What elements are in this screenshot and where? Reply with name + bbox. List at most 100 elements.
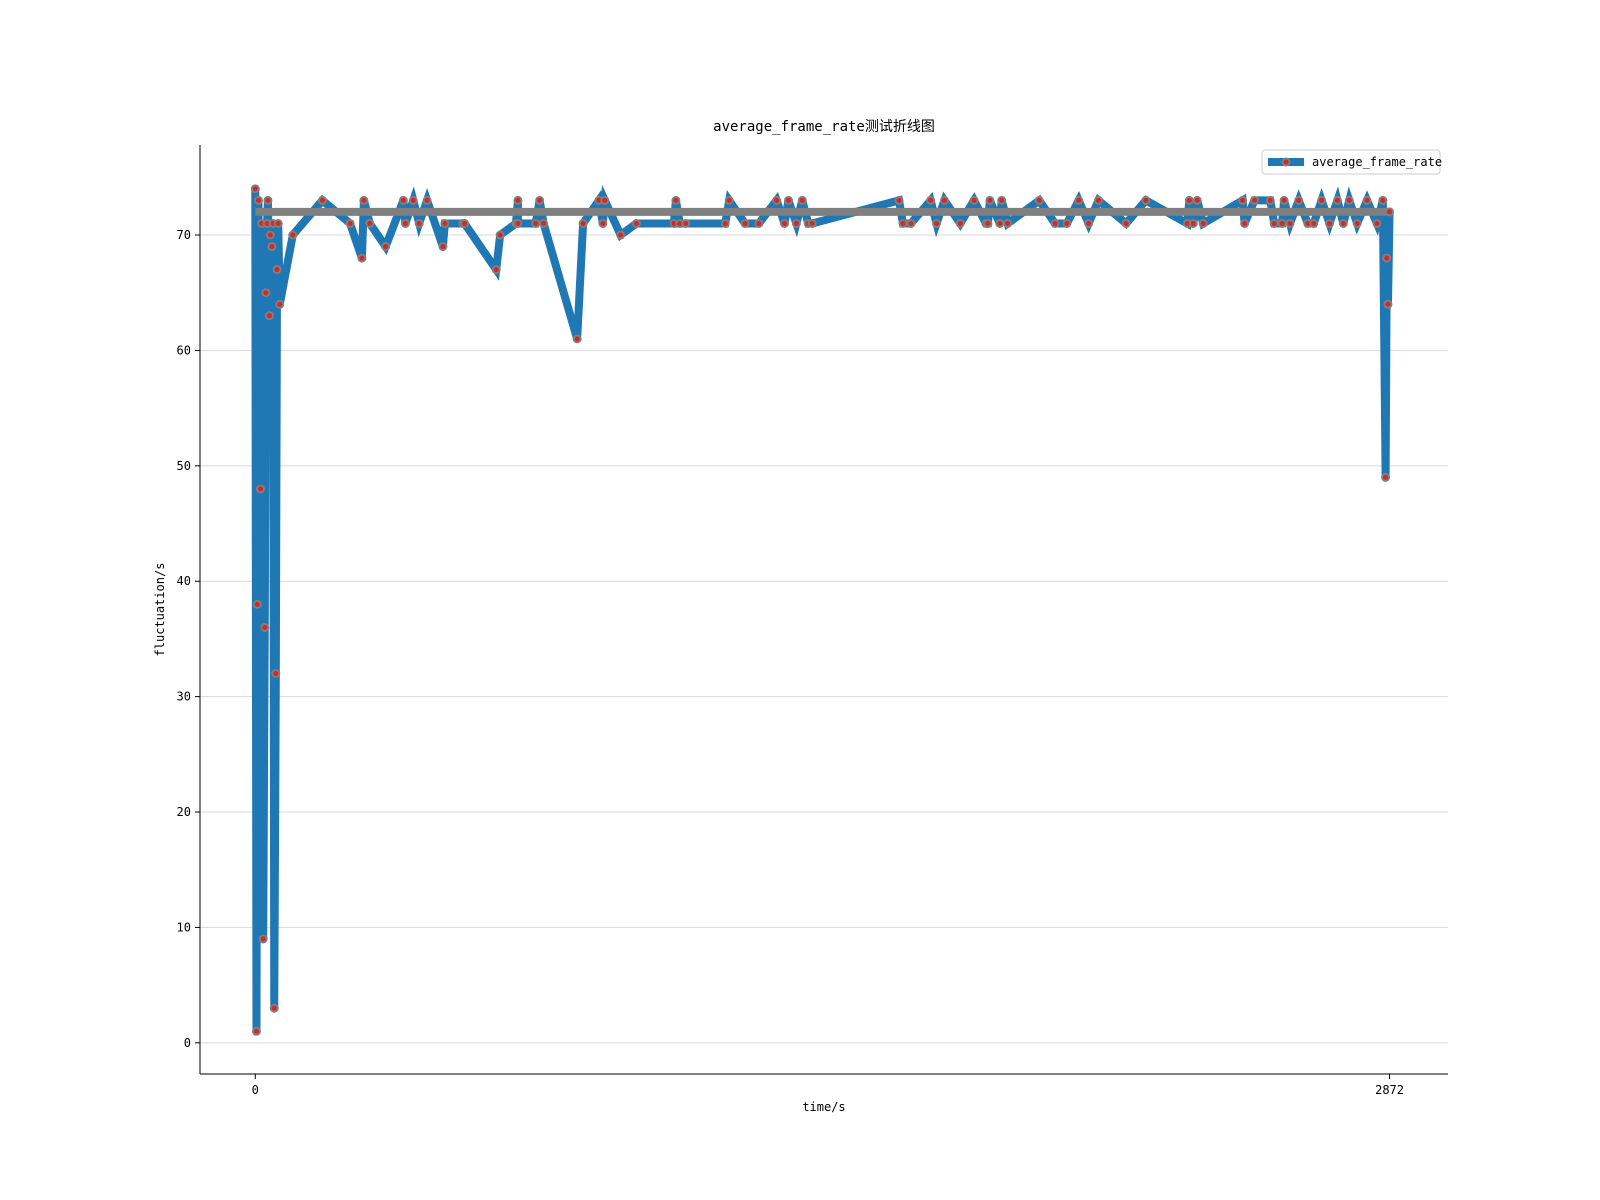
data-point <box>1093 195 1103 205</box>
data-point <box>422 195 432 205</box>
data-point <box>531 218 541 228</box>
data-point <box>985 195 995 205</box>
y-tick-label: 70 <box>177 228 191 242</box>
data-point <box>616 230 626 240</box>
data-point <box>1277 218 1287 228</box>
data-point <box>400 218 410 228</box>
data-point <box>250 184 260 194</box>
data-point <box>1294 195 1304 205</box>
data-point <box>1141 195 1151 205</box>
data-point <box>253 195 263 205</box>
legend-marker-swatch <box>1281 157 1291 167</box>
data-point <box>1285 218 1295 228</box>
data-point <box>381 242 391 252</box>
data-point <box>288 230 298 240</box>
data-point <box>969 195 979 205</box>
data-point <box>414 218 424 228</box>
data-point <box>791 218 801 228</box>
data-point <box>1240 218 1250 228</box>
data-point <box>780 218 790 228</box>
data-point <box>1385 207 1395 217</box>
data-point <box>572 334 582 344</box>
data-point <box>783 195 793 205</box>
legend: average_frame_rate <box>1261 149 1442 175</box>
data-point <box>513 218 523 228</box>
data-point <box>1352 218 1362 228</box>
data-point <box>365 218 375 228</box>
data-point <box>939 195 949 205</box>
data-point <box>894 195 904 205</box>
data-point <box>983 218 993 228</box>
legend-box <box>1261 149 1441 175</box>
data-point <box>272 265 282 275</box>
data-point <box>273 218 283 228</box>
y-tick-label: 10 <box>177 920 191 934</box>
data-point <box>495 230 505 240</box>
data-point <box>258 934 268 944</box>
data-point <box>932 218 942 228</box>
data-point <box>345 218 355 228</box>
data-point <box>1383 299 1393 309</box>
data-point <box>260 622 270 632</box>
data-point <box>251 1026 261 1036</box>
data-point <box>1034 195 1044 205</box>
x-tick-label: 2872 <box>1375 1083 1404 1097</box>
data-point <box>265 311 275 321</box>
data-point <box>754 218 764 228</box>
data-point <box>600 195 610 205</box>
data-point <box>807 218 817 228</box>
data-point <box>1074 195 1084 205</box>
data-point <box>906 218 916 228</box>
y-tick-label: 0 <box>184 1036 191 1050</box>
data-point <box>269 1003 279 1013</box>
data-point <box>255 484 265 494</box>
data-point <box>1269 218 1279 228</box>
data-point <box>1192 195 1202 205</box>
series-line <box>251 184 1394 1032</box>
data-point <box>671 195 681 205</box>
data-point <box>275 299 285 309</box>
data-point <box>772 195 782 205</box>
data-point <box>1338 218 1348 228</box>
y-tick-label: 20 <box>177 805 191 819</box>
x-tick-label: 0 <box>252 1083 259 1097</box>
data-point <box>359 195 369 205</box>
data-point <box>1003 218 1013 228</box>
data-point <box>535 195 545 205</box>
data-series <box>250 184 1395 1036</box>
y-tick-label: 40 <box>177 574 191 588</box>
data-point <box>995 218 1005 228</box>
data-point <box>1188 218 1198 228</box>
axes <box>199 145 1448 1075</box>
legend-entry-label: average_frame_rate <box>1312 155 1442 169</box>
data-point <box>1265 195 1275 205</box>
data-point <box>1084 218 1094 228</box>
data-point <box>1372 218 1382 228</box>
data-point <box>261 288 271 298</box>
data-point <box>440 218 450 228</box>
tick-labels: 0 10 20 30 40 50 60 70 0 2872 <box>177 228 1404 1097</box>
data-point <box>955 218 965 228</box>
data-point <box>317 195 327 205</box>
data-point <box>598 218 608 228</box>
data-point <box>408 195 418 205</box>
data-point <box>740 218 750 228</box>
data-point <box>1378 195 1388 205</box>
x-axis-label: time/s <box>802 1100 845 1114</box>
data-point <box>1121 218 1131 228</box>
data-point <box>1062 218 1072 228</box>
data-point <box>926 195 936 205</box>
data-point <box>578 218 588 228</box>
data-point <box>898 218 908 228</box>
data-point <box>1050 218 1060 228</box>
data-point <box>263 195 273 205</box>
y-axis-label: fluctuation/s <box>153 563 167 657</box>
data-point <box>1309 218 1319 228</box>
data-point <box>1382 253 1392 263</box>
data-point <box>252 599 262 609</box>
data-point <box>724 195 734 205</box>
y-tick-label: 50 <box>177 459 191 473</box>
data-point <box>1381 472 1391 482</box>
